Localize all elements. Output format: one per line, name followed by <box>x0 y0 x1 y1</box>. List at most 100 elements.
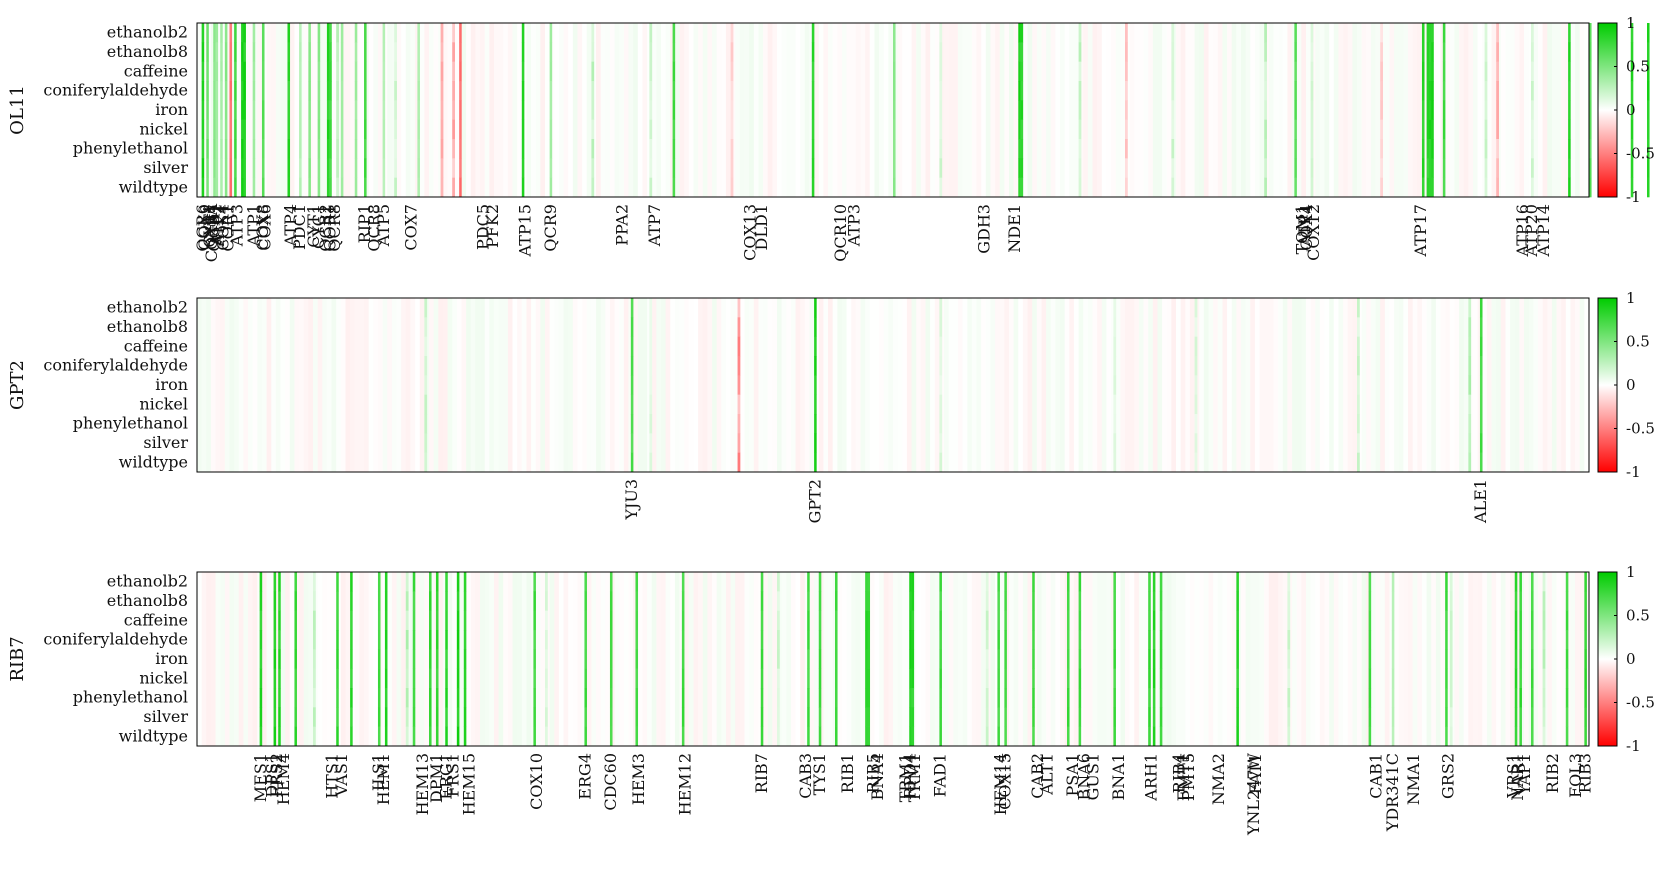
gene-label: ATP4 <box>281 204 300 247</box>
heatmap-light-cell <box>1531 158 1534 178</box>
gene-label: CYT1 <box>304 204 323 248</box>
heatmap-strong-cell <box>278 649 281 669</box>
heatmap-strong-cell <box>259 668 263 689</box>
heatmap-light-cell <box>424 394 428 415</box>
heatmap-light-cell <box>1449 610 1453 631</box>
heatmap-strong-cell <box>1431 61 1434 82</box>
heatmap-noise-column <box>957 23 963 197</box>
gene-label: COX9 <box>195 204 214 251</box>
heatmap-strong-cell <box>760 688 764 708</box>
gene-label: ATP3 <box>845 204 864 247</box>
heatmap-noise-column <box>1041 298 1047 472</box>
heatmap-noise-column <box>526 298 532 472</box>
heatmap-noise-column <box>1032 23 1038 197</box>
heatmap-noise-column <box>1486 572 1492 746</box>
heatmap-strong-cell <box>435 630 439 650</box>
heatmap-noise-column <box>1203 298 1209 472</box>
heatmap-strong-cell <box>630 317 634 337</box>
heatmap-noise-column <box>1491 23 1497 197</box>
heatmap-light-cell <box>985 649 989 669</box>
heatmap-strong-cell <box>278 610 281 631</box>
heatmap-strong-cell <box>354 100 358 120</box>
row-label-ethanolb2: ethanolb2 <box>107 298 188 317</box>
heatmap-noise-column <box>702 23 708 197</box>
heatmap-light-cell <box>649 42 653 62</box>
heatmap-strong-cell <box>213 100 216 120</box>
heatmap-noise-column <box>475 298 481 472</box>
heatmap-strong-cell <box>299 158 302 178</box>
heatmap-strong-cell <box>1630 42 1634 62</box>
heatmap-light-cell <box>440 42 444 62</box>
heatmap-strong-cell <box>1479 298 1483 318</box>
heatmap-strong-cell <box>463 668 467 689</box>
gene-label: HTS1 <box>323 753 342 799</box>
heatmap-noise-column <box>633 298 639 472</box>
gene-label: YDR341C <box>1383 753 1402 832</box>
heatmap-strong-cell <box>609 630 613 650</box>
heatmap-light-cell <box>313 649 316 669</box>
heatmap-strong-cell <box>1004 726 1007 747</box>
heatmap-noise-column <box>1050 572 1056 746</box>
heatmap-strong-cell <box>213 139 216 159</box>
gene-label: BNA1 <box>1109 753 1128 801</box>
heatmap-strong-cell <box>215 42 219 62</box>
heatmap-noise-column <box>577 298 583 472</box>
heatmap-strong-cell <box>909 630 912 650</box>
heatmap-noise-column <box>735 572 741 746</box>
heatmap-noise-column <box>1138 23 1144 197</box>
heatmap-strong-cell <box>997 726 1000 747</box>
heatmap-noise-column <box>322 23 328 197</box>
heatmap-strong-cell <box>584 726 587 747</box>
heatmap-strong-cell <box>326 119 330 140</box>
heatmap-noise-column <box>364 298 369 472</box>
heatmap-noise-column <box>512 572 518 746</box>
heatmap-strong-cell <box>549 42 553 62</box>
heatmap-strong-cell <box>278 707 281 727</box>
heatmap-noise-column <box>1412 23 1418 197</box>
heatmap-noise-column <box>619 298 625 472</box>
heatmap-noise-column <box>832 23 838 197</box>
heatmap-noise-column <box>549 572 555 746</box>
colorbar-tick-label: 1 <box>1626 563 1636 581</box>
heatmap-strong-cell <box>252 119 256 140</box>
heatmap-noise-column <box>712 298 717 472</box>
heatmap-noise-column <box>1185 572 1191 746</box>
heatmap-noise-column <box>990 572 996 746</box>
heatmap-strong-cell <box>1152 668 1156 689</box>
heatmap-strong-cell <box>939 688 942 708</box>
gene-label: PFK2 <box>483 204 502 248</box>
heatmap-noise-column <box>1389 298 1395 472</box>
heatmap-noise-column <box>1027 23 1033 197</box>
heatmap-noise-column <box>1157 23 1163 197</box>
heatmap-strong-cell <box>1032 591 1035 611</box>
heatmap-light-cell <box>591 42 595 62</box>
heatmap-noise-column <box>470 572 476 746</box>
heatmap-strong-cell <box>201 100 205 120</box>
heatmap-strong-cell <box>1630 100 1634 120</box>
gene-label: BNA6 <box>1074 753 1093 801</box>
heatmap-strong-cell <box>1428 177 1432 198</box>
heatmap-noise-column <box>1273 298 1279 472</box>
heatmap-strong-cell <box>252 61 256 82</box>
heatmap-light-cell <box>336 119 339 140</box>
heatmap-noise-column <box>651 298 657 472</box>
heatmap-strong-cell <box>1004 649 1007 669</box>
heatmap-noise-column <box>897 23 903 197</box>
gene-label: CAB1 <box>1367 753 1386 799</box>
heatmap-light-cell <box>1542 668 1546 689</box>
heatmap-strong-cell <box>456 630 460 650</box>
heatmap-noise-column <box>1408 572 1413 746</box>
heatmap-strong-cell <box>1294 177 1297 198</box>
heatmap-noise-column <box>814 23 820 197</box>
heatmap-strong-cell <box>811 42 815 62</box>
heatmap-strong-cell <box>867 688 871 708</box>
heatmap-strong-cell <box>1159 630 1163 650</box>
gene-label: COR1 <box>218 204 237 252</box>
heatmap-noise-column <box>1524 23 1529 197</box>
heatmap-noise-column <box>883 23 889 197</box>
heatmap-strong-cell <box>1018 119 1021 140</box>
heatmap-strong-cell <box>252 42 256 62</box>
heatmap-noise-column <box>1166 23 1172 197</box>
heatmap-strong-cell <box>1428 23 1432 43</box>
heatmap-noise-column <box>1537 572 1543 746</box>
